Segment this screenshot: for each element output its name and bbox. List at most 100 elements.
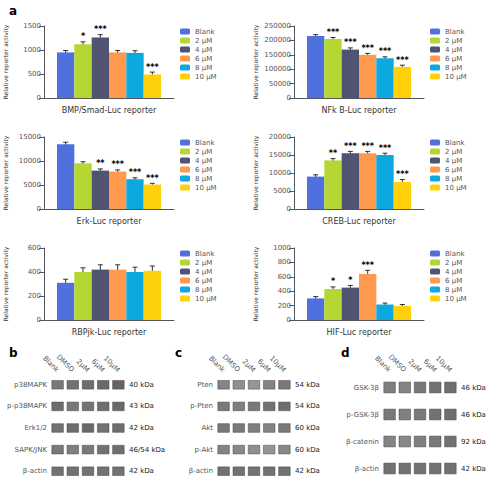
svg-text:***: *** [379, 47, 392, 56]
svg-text:Relative reporter activity: Relative reporter activity [2, 24, 10, 99]
svg-text:***: *** [361, 261, 374, 270]
svg-text:0: 0 [37, 316, 41, 324]
svg-text:p-GSK-3β: p-GSK-3β [347, 411, 379, 419]
svg-text:Relative reporter activity: Relative reporter activity [252, 24, 260, 99]
svg-text:10 μM: 10 μM [195, 73, 217, 81]
svg-text:Blank: Blank [195, 28, 215, 36]
svg-text:8 μM: 8 μM [445, 286, 462, 294]
svg-text:p-Akt: p-Akt [195, 446, 214, 454]
svg-text:40 kDa: 40 kDa [129, 381, 154, 389]
svg-text:6 μM: 6 μM [445, 166, 462, 174]
svg-text:Blank: Blank [445, 28, 465, 36]
svg-text:*: * [81, 32, 86, 41]
svg-text:β-actin: β-actin [189, 467, 213, 475]
svg-text:92 kDa: 92 kDa [461, 438, 486, 446]
svg-text:100000: 100000 [264, 65, 291, 73]
svg-text:Blank: Blank [445, 250, 465, 258]
svg-text:DMSO: DMSO [221, 353, 242, 374]
svg-text:4 μM: 4 μM [445, 46, 462, 54]
svg-text:Pten: Pten [197, 381, 213, 389]
svg-text:10μM: 10μM [434, 354, 453, 373]
svg-text:54 kDa: 54 kDa [295, 381, 320, 389]
svg-text:2 μM: 2 μM [445, 148, 462, 156]
svg-text:NFk B-Luc reporter: NFk B-Luc reporter [321, 106, 397, 115]
svg-text:46/54 kDa: 46/54 kDa [129, 446, 165, 454]
svg-text:10μM: 10μM [268, 354, 287, 373]
svg-text:1000: 1000 [273, 244, 291, 252]
svg-text:***: *** [344, 38, 357, 47]
svg-text:200000: 200000 [264, 36, 291, 44]
svg-text:β-catenin: β-catenin [346, 438, 379, 446]
svg-text:10 μM: 10 μM [445, 73, 467, 81]
svg-text:p38MAPK: p38MAPK [14, 381, 47, 389]
svg-text:Blank: Blank [445, 139, 465, 147]
svg-text:4 μM: 4 μM [195, 268, 212, 276]
svg-text:Relative reporter activity: Relative reporter activity [2, 135, 10, 210]
svg-text:***: *** [396, 170, 409, 179]
svg-text:10 μM: 10 μM [195, 184, 217, 192]
svg-text:50000: 50000 [269, 80, 291, 88]
svg-text:HIF-Luc reporter: HIF-Luc reporter [327, 328, 393, 337]
svg-text:8 μM: 8 μM [445, 175, 462, 183]
svg-text:42 kDa: 42 kDa [461, 465, 486, 473]
svg-text:2μM: 2μM [75, 358, 91, 374]
svg-text:46 kDa: 46 kDa [461, 384, 486, 392]
svg-text:400: 400 [278, 287, 291, 295]
svg-text:***: *** [111, 160, 124, 169]
svg-text:DMSO: DMSO [387, 353, 408, 374]
svg-text:0: 0 [287, 316, 291, 324]
svg-text:60 kDa: 60 kDa [295, 446, 320, 454]
svg-text:***: *** [129, 168, 142, 177]
svg-text:200: 200 [278, 302, 291, 310]
svg-text:250000: 250000 [264, 22, 291, 30]
svg-text:a: a [9, 4, 17, 18]
svg-text:**: ** [329, 149, 338, 158]
svg-text:1500: 1500 [23, 22, 41, 30]
svg-text:60 kDa: 60 kDa [295, 424, 320, 432]
svg-text:6 μM: 6 μM [445, 55, 462, 63]
svg-text:8 μM: 8 μM [195, 175, 212, 183]
svg-text:5000: 5000 [23, 181, 41, 189]
svg-text:*: * [348, 276, 353, 285]
svg-text:2 μM: 2 μM [445, 37, 462, 45]
svg-text:p-p38MAPK: p-p38MAPK [7, 402, 47, 410]
svg-text:500: 500 [28, 70, 41, 78]
svg-text:Relative reporter activity: Relative reporter activity [2, 246, 10, 321]
svg-text:GSK-3β: GSK-3β [354, 384, 379, 392]
svg-text:150000: 150000 [264, 51, 291, 59]
svg-text:1000: 1000 [23, 46, 41, 54]
svg-text:8 μM: 8 μM [445, 64, 462, 72]
svg-text:β-actin: β-actin [355, 465, 379, 473]
svg-text:43 kDa: 43 kDa [129, 402, 154, 410]
svg-text:Relative reporter activity: Relative reporter activity [252, 135, 260, 210]
svg-text:0: 0 [37, 94, 41, 102]
svg-text:400: 400 [28, 268, 41, 276]
svg-text:***: *** [361, 142, 374, 151]
svg-text:600: 600 [278, 273, 291, 281]
svg-text:600: 600 [28, 244, 41, 252]
svg-text:2 μM: 2 μM [445, 259, 462, 267]
svg-text:***: *** [146, 63, 159, 72]
svg-text:42 kDa: 42 kDa [129, 424, 154, 432]
svg-text:4 μM: 4 μM [445, 268, 462, 276]
svg-text:54 kDa: 54 kDa [295, 402, 320, 410]
svg-text:***: *** [344, 142, 357, 151]
svg-text:10000: 10000 [19, 157, 41, 165]
svg-text:2 μM: 2 μM [195, 148, 212, 156]
svg-text:6 μM: 6 μM [195, 55, 212, 63]
svg-text:10 μM: 10 μM [445, 295, 467, 303]
svg-text:6 μM: 6 μM [195, 277, 212, 285]
svg-text:Erk-Luc reporter: Erk-Luc reporter [77, 217, 143, 226]
svg-text:10 μM: 10 μM [195, 295, 217, 303]
svg-text:200: 200 [28, 292, 41, 300]
svg-text:DMSO: DMSO [55, 353, 76, 374]
svg-text:***: *** [327, 28, 340, 37]
svg-text:***: *** [396, 56, 409, 65]
svg-text:***: *** [361, 44, 374, 53]
svg-text:46 kDa: 46 kDa [461, 411, 486, 419]
svg-text:SAPK/JNK: SAPK/JNK [15, 446, 48, 454]
svg-text:*: * [331, 277, 336, 286]
svg-text:***: *** [146, 174, 159, 183]
svg-text:10000: 10000 [269, 169, 291, 177]
svg-text:b: b [9, 346, 18, 360]
